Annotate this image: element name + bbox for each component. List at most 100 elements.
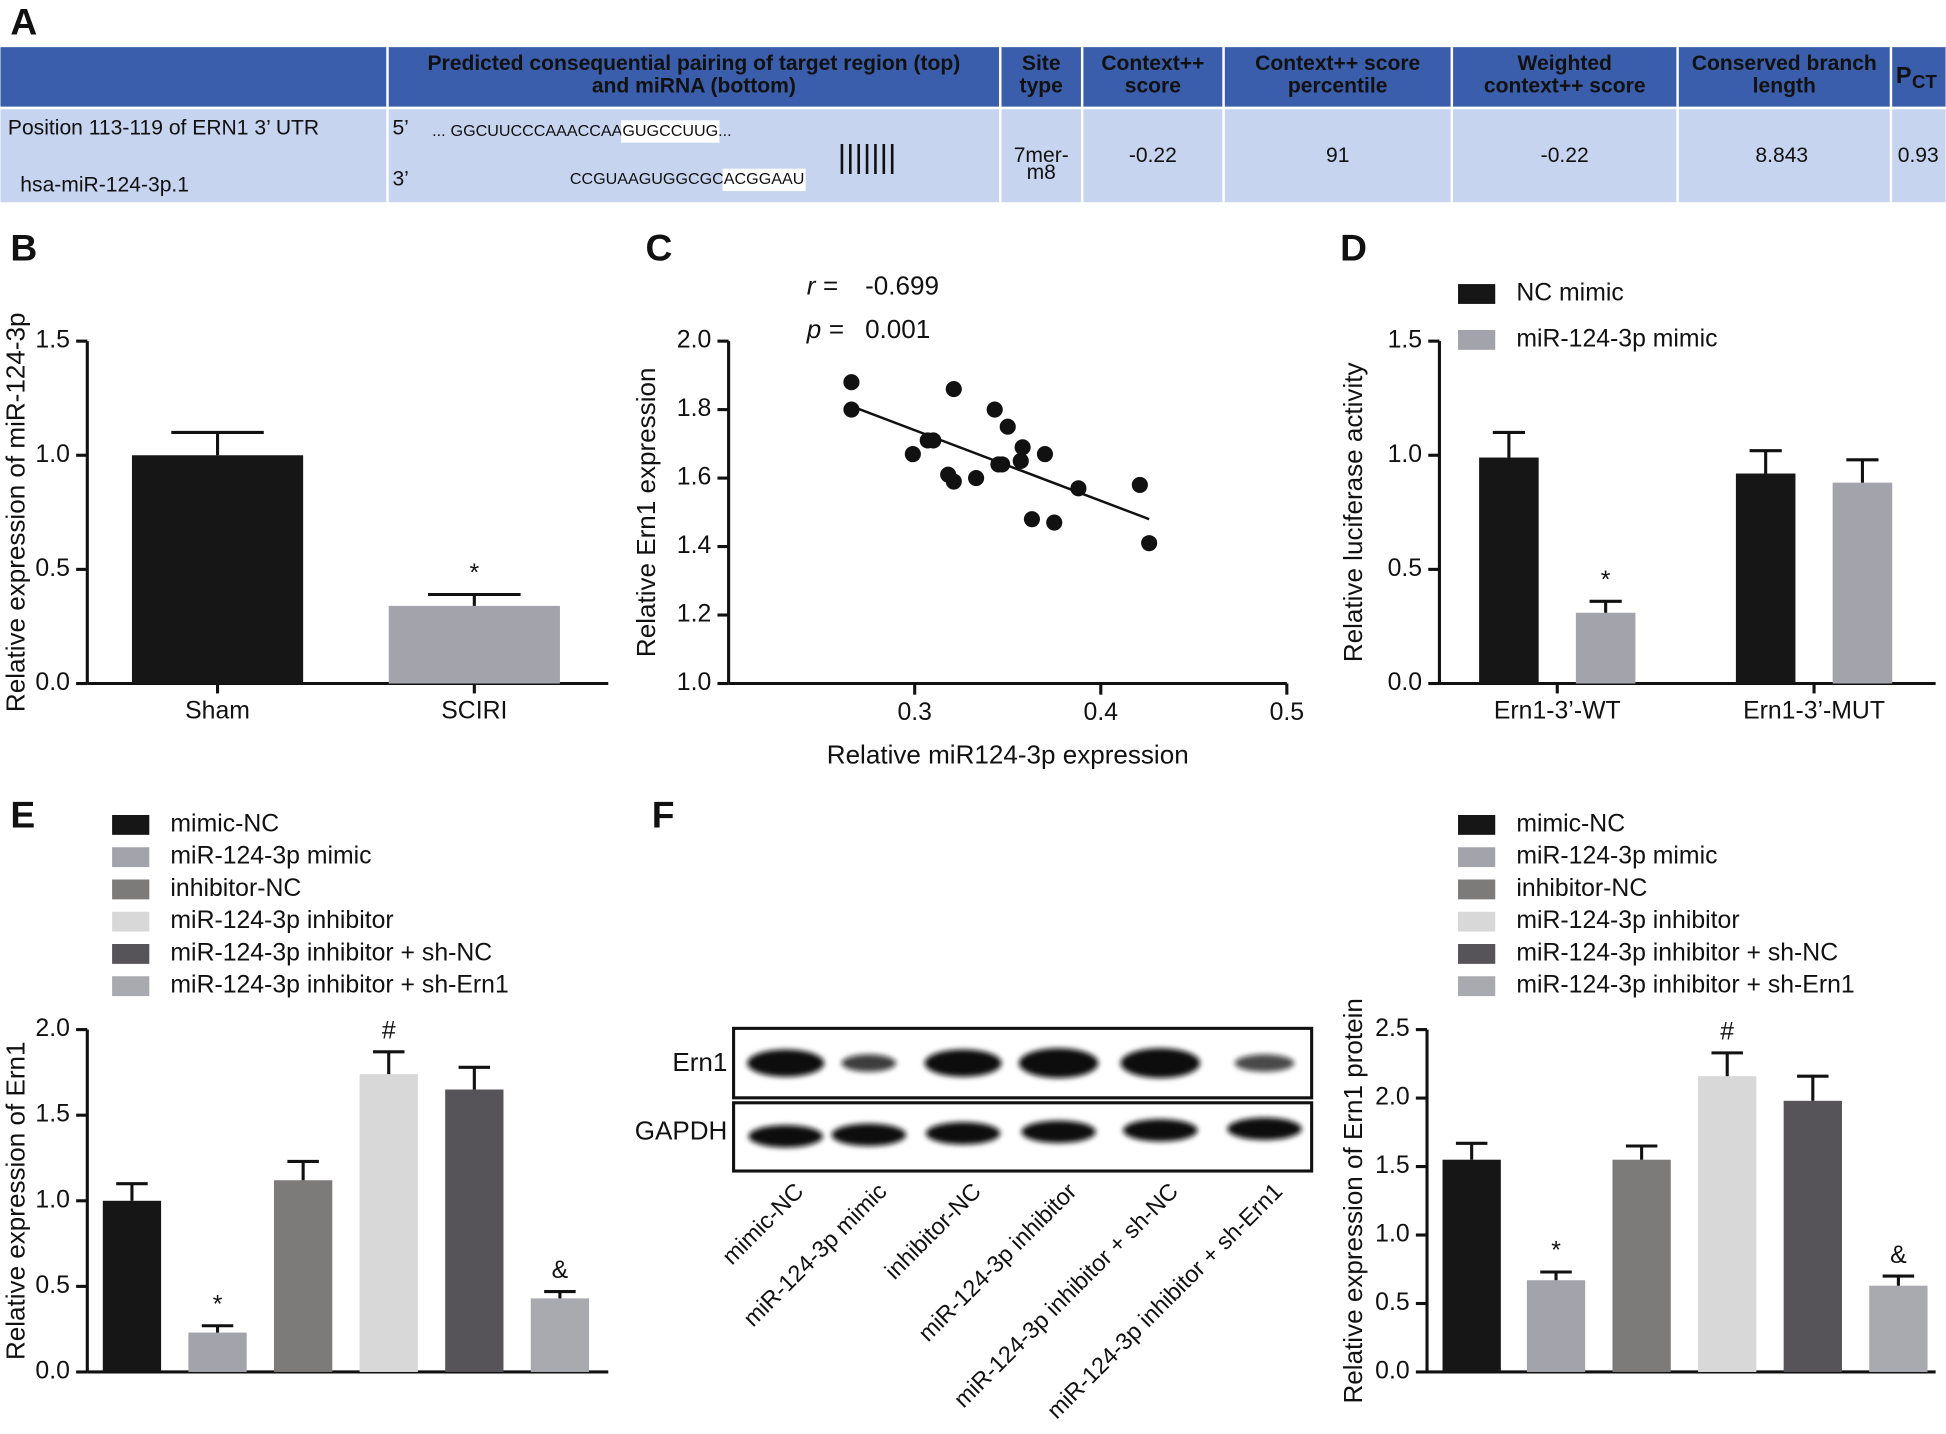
pair-lines: ||||||| (838, 138, 897, 174)
y-tick-label: 0.5 (35, 555, 69, 582)
legend-swatch (1458, 329, 1496, 350)
table-header: P (1896, 62, 1912, 88)
point (1046, 514, 1063, 531)
blot-band (1120, 1048, 1201, 1078)
y-tick-label: 0.5 (35, 1272, 69, 1299)
legend-label: miR-124-3p inhibitor + sh-Ern1 (1516, 972, 1854, 999)
point (968, 470, 985, 487)
x-tick-label: SCIRI (441, 698, 507, 725)
y-tick-label: 0.0 (35, 669, 69, 696)
bar (1735, 473, 1796, 684)
legend-label: mimic-NC (170, 810, 279, 837)
annotation: & (1890, 1242, 1907, 1269)
table-cell: 91 (1326, 144, 1349, 167)
panel-label: B (10, 226, 37, 268)
panel-label: E (10, 793, 35, 835)
bar (1869, 1285, 1928, 1372)
blot-band (1234, 1054, 1295, 1072)
point (986, 401, 1003, 418)
y-tick-label: 0.0 (1388, 669, 1422, 696)
legend-label: NC mimic (1516, 280, 1623, 307)
bar (445, 1089, 504, 1372)
y-axis-title: Relative expression of miR-124-3p (1, 313, 31, 713)
y-tick-label: 0.0 (35, 1358, 69, 1385)
sequence: CCGUAAGUGGCGC (570, 170, 724, 188)
y-tick-label: 1.6 (677, 464, 711, 491)
point (904, 446, 921, 463)
bar (102, 1200, 162, 1372)
bar (1832, 482, 1893, 684)
blot-frame (732, 1101, 1314, 1173)
y-tick-label: 2.5 (1375, 1015, 1409, 1042)
blot-band (924, 1049, 1002, 1077)
panel-label: C (646, 226, 673, 268)
stat-value: -0.699 (865, 271, 939, 301)
legend-swatch (1458, 976, 1496, 997)
bar (359, 1074, 418, 1372)
table-cell: -0.22 (1129, 144, 1177, 167)
blot-row-label: GAPDH (635, 1115, 728, 1145)
legend-label: miR-124-3p inhibitor + sh-NC (1516, 939, 1838, 966)
legend-label: miR-124-3p inhibitor (1516, 907, 1739, 934)
sequence: GUGCCUUG (622, 122, 718, 140)
table-cell: 3’ (392, 167, 408, 190)
point (945, 473, 962, 490)
bar (530, 1298, 590, 1372)
table-cell: 0.93 (1898, 144, 1939, 167)
y-axis-title: Relative expression of Ern1 (1, 1042, 31, 1361)
legend-swatch (112, 879, 150, 900)
lane-label: inhibitor-NC (880, 1178, 986, 1284)
blot-band (748, 1125, 823, 1148)
blot-band (841, 1054, 897, 1072)
table-header: Weighted (1517, 52, 1611, 75)
legend-label: miR-124-3p mimic (1516, 325, 1717, 352)
x-tick-label: 0.4 (1084, 699, 1119, 726)
table-cell: Position 113-119 of ERN1 3’ UTR (8, 117, 319, 140)
table-cell: 8.843 (1755, 144, 1808, 167)
blot-band (1123, 1119, 1198, 1142)
legend-label: mimic-NC (1516, 810, 1625, 837)
sequence: ACGGAAU (724, 170, 805, 188)
legend-label: miR-124-3p mimic (170, 843, 371, 870)
bar (273, 1180, 333, 1372)
bar (1783, 1100, 1842, 1372)
table-header: Predicted consequential pairing of targe… (427, 52, 960, 75)
point (925, 432, 942, 449)
y-axis-title: Relative Ern1 expression (631, 368, 661, 658)
panel-label: A (10, 1, 37, 43)
annotation: # (382, 1018, 396, 1045)
annotation: # (1720, 1019, 1734, 1046)
table-header: context++ score (1484, 74, 1646, 97)
table (0, 47, 1946, 203)
blot-band (925, 1122, 1001, 1145)
sequence: ... (718, 122, 731, 140)
point (1014, 439, 1031, 456)
annotation: * (1601, 567, 1611, 594)
legend-label: miR-124-3p inhibitor + sh-NC (170, 939, 492, 966)
panel-label: F (652, 793, 675, 835)
table-header: type (1020, 74, 1063, 97)
panel-label: D (1340, 226, 1367, 268)
annotation: * (213, 1291, 223, 1318)
y-axis-title: Relative expression of Ern1 protein (1338, 998, 1368, 1403)
y-tick-label: 1.0 (1375, 1221, 1409, 1248)
table-header: and miRNA (bottom) (592, 74, 796, 97)
blot-row-label: Ern1 (672, 1047, 727, 1077)
legend-swatch (112, 814, 150, 835)
table-header: percentile (1288, 74, 1388, 97)
point (1070, 480, 1087, 497)
blot-band (1021, 1120, 1096, 1143)
legend-label: inhibitor-NC (170, 875, 301, 902)
y-tick-label: 1.8 (677, 395, 711, 422)
y-tick-label: 1.0 (1388, 441, 1422, 468)
y-tick-label: 0.5 (1388, 555, 1422, 582)
y-axis-title: Relative luciferase activity (1338, 362, 1368, 662)
point (999, 418, 1016, 435)
y-tick-label: 1.2 (677, 601, 711, 628)
table-header: score (1125, 74, 1181, 97)
y-tick-label: 0.0 (1375, 1358, 1409, 1385)
legend-swatch (1458, 911, 1496, 932)
y-tick-label: 1.0 (677, 669, 711, 696)
x-tick-label: 0.3 (897, 699, 931, 726)
